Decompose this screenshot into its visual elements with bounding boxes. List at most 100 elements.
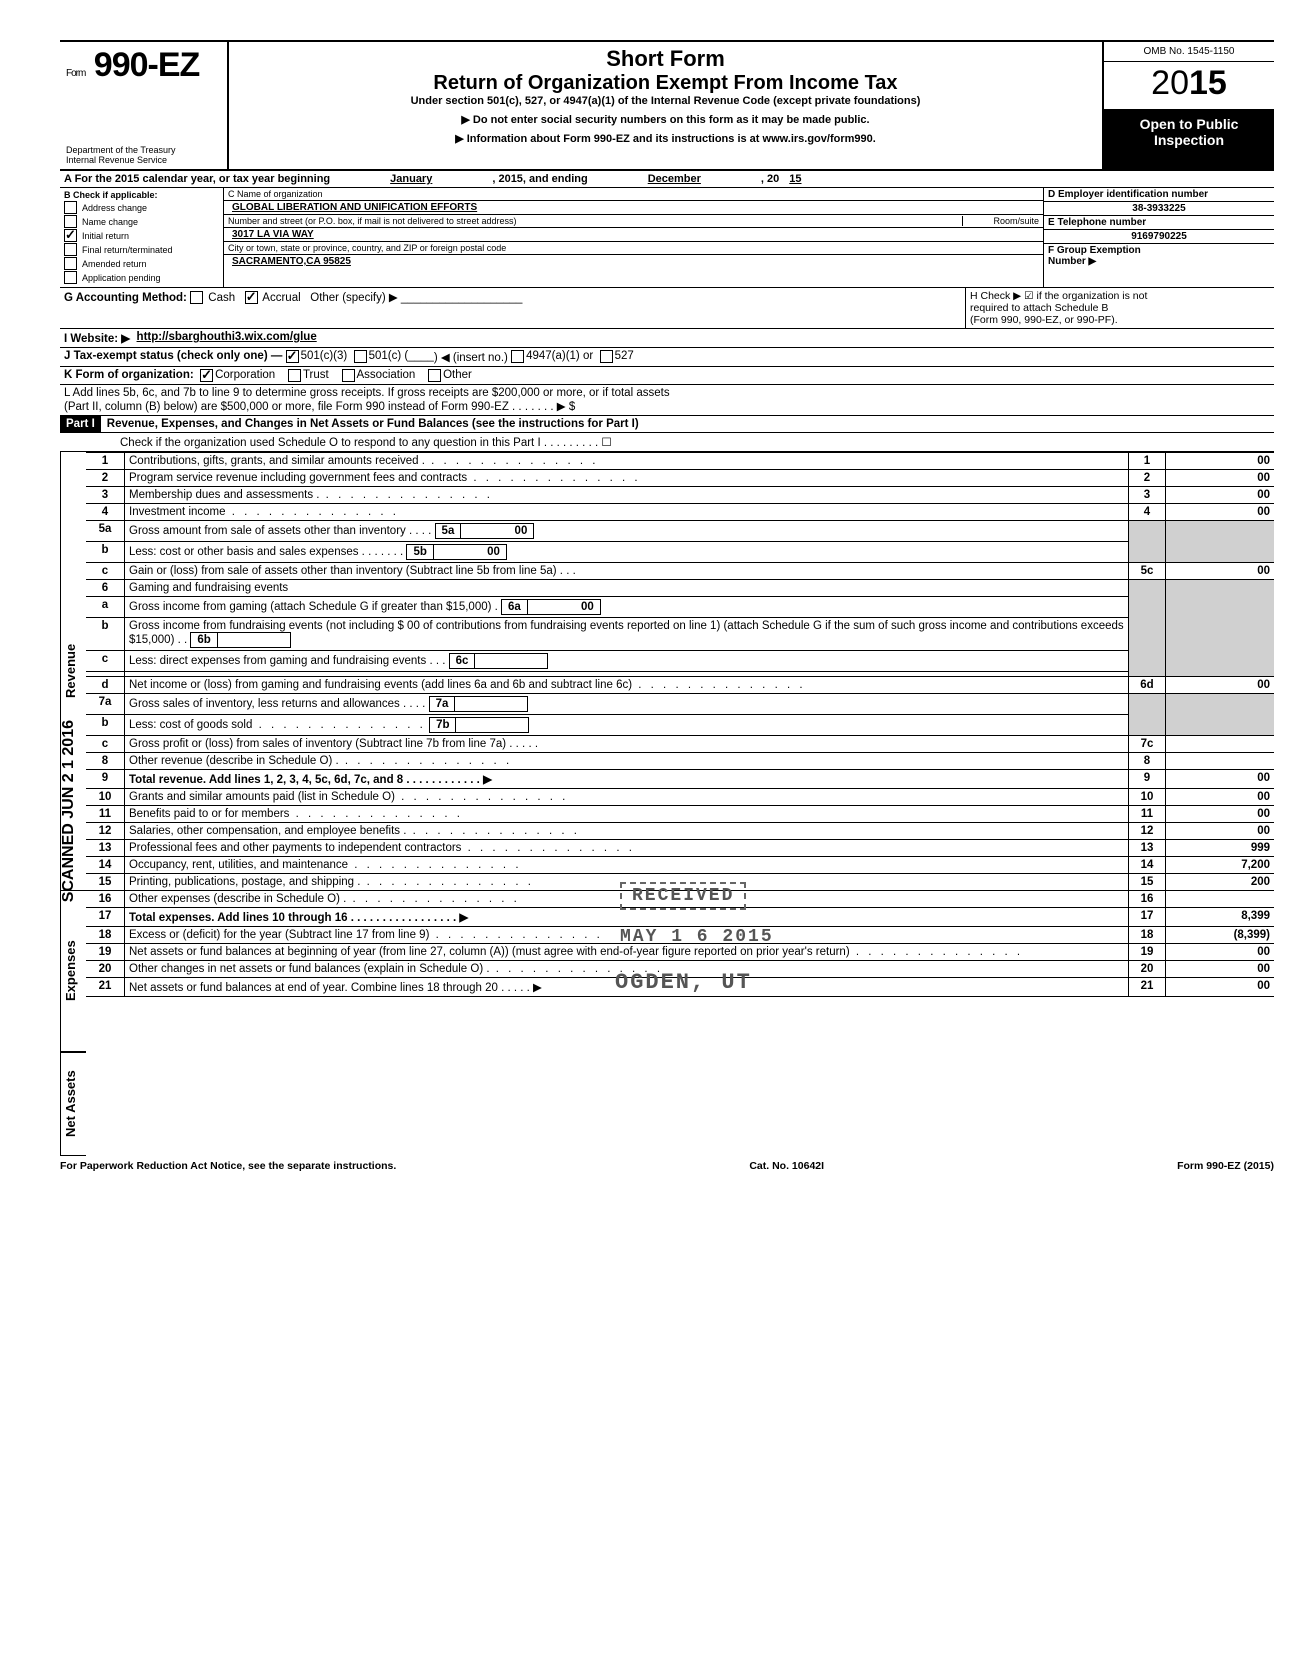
l8-bn: 8 (1129, 753, 1166, 770)
l9-bn: 9 (1129, 770, 1166, 789)
amended-return-check[interactable] (64, 257, 77, 270)
l6a-desc: Gross income from gaming (attach Schedul… (129, 601, 498, 613)
l18-bn: 18 (1129, 927, 1166, 944)
l9-amt: 00 (1166, 770, 1275, 789)
l18-desc: Excess or (deficit) for the year (Subtra… (129, 929, 429, 941)
l18-num: 18 (86, 927, 125, 944)
l7c-num: c (86, 736, 125, 753)
corp-check[interactable] (200, 369, 213, 382)
j-row: J Tax-exempt status (check only one) — 5… (60, 348, 1274, 367)
final-return-check[interactable] (64, 243, 77, 256)
l2-num: 2 (86, 470, 125, 487)
trust-label: Trust (303, 369, 329, 382)
l7a-mb: 7a (430, 697, 456, 711)
addr-change-check[interactable] (64, 201, 77, 214)
l19-num: 19 (86, 944, 125, 961)
g-row: G Accounting Method: Cash Accrual Other … (60, 288, 1274, 329)
l20-bn: 20 (1129, 961, 1166, 978)
l11-amt: 00 (1166, 806, 1275, 823)
527-check[interactable] (600, 350, 613, 363)
assoc-check[interactable] (342, 369, 355, 382)
footer: For Paperwork Reduction Act Notice, see … (60, 1156, 1274, 1172)
l16-amt (1166, 891, 1275, 908)
addr-label: Number and street (or P.O. box, if mail … (228, 216, 516, 226)
amended-return-label: Amended return (82, 259, 147, 269)
form-word: Form (66, 68, 85, 79)
tax-year: 2015 (1104, 62, 1274, 110)
footer-mid: Cat. No. 10642I (749, 1160, 824, 1172)
l3-bn: 3 (1129, 487, 1166, 504)
footer-left: For Paperwork Reduction Act Notice, see … (60, 1160, 396, 1172)
l3-desc: Membership dues and assessments . (129, 489, 319, 501)
b-header: B Check if applicable: (64, 190, 219, 200)
l6-gray (1129, 580, 1166, 677)
l10-bn: 10 (1129, 789, 1166, 806)
l15-num: 15 (86, 874, 125, 891)
l15-amt: 200 (1166, 874, 1275, 891)
l21-bn: 21 (1129, 978, 1166, 997)
bcd-block: B Check if applicable: Address change Na… (60, 188, 1274, 288)
i-label: I Website: ▶ (64, 331, 130, 345)
l9-num: 9 (86, 770, 125, 789)
l5-gray-amt (1166, 521, 1275, 563)
app-pending-check[interactable] (64, 271, 77, 284)
cash-check[interactable] (190, 291, 203, 304)
other-org-check[interactable] (428, 369, 441, 382)
l14-num: 14 (86, 857, 125, 874)
l18-amt: (8,399) (1166, 927, 1275, 944)
501c3-check[interactable] (286, 350, 299, 363)
end-month: December (648, 173, 701, 185)
a-text: A For the 2015 calendar year, or tax yea… (64, 173, 330, 185)
l6a-num: a (86, 597, 125, 618)
l7c-bn: 7c (1129, 736, 1166, 753)
form-number: Form 990-EZ (66, 46, 221, 85)
l10-num: 10 (86, 789, 125, 806)
l6-gray-amt (1166, 580, 1275, 677)
l15-desc: Printing, publications, postage, and shi… (129, 876, 360, 888)
l7c-desc: Gross profit or (loss) from sales of inv… (125, 736, 1129, 753)
l5-gray (1129, 521, 1166, 563)
l4-desc: Investment income (129, 506, 226, 518)
initial-return-check[interactable] (64, 229, 77, 242)
l17-desc: Total expenses. Add lines 10 through 16 … (129, 912, 468, 924)
dept-treasury: Department of the Treasury Internal Reve… (66, 145, 221, 165)
l6a-mb: 6a (502, 600, 528, 614)
accrual-check[interactable] (245, 291, 258, 304)
l6c-desc: Less: direct expenses from gaming and fu… (129, 655, 445, 667)
phone: 9169790225 (1044, 230, 1274, 244)
c-column: C Name of organization GLOBAL LIBERATION… (224, 188, 1044, 287)
year-bold: 15 (1189, 64, 1227, 102)
c-label: C Name of organization (228, 189, 323, 199)
l6b-num: b (86, 618, 125, 651)
year-prefix: 20 (1151, 64, 1189, 102)
l21-num: 21 (86, 978, 125, 997)
4947-check[interactable] (511, 350, 524, 363)
l6-num: 6 (86, 580, 125, 597)
name-change-label: Name change (82, 217, 138, 227)
trust-check[interactable] (288, 369, 301, 382)
l6-desc: Gaming and fundraising events (125, 580, 1129, 597)
501c-label: 501(c) ( (369, 350, 409, 364)
527-label: 527 (615, 350, 634, 364)
l8-num: 8 (86, 753, 125, 770)
501c-check[interactable] (354, 350, 367, 363)
l4-bn: 4 (1129, 504, 1166, 521)
l1-num: 1 (86, 453, 125, 470)
l19-desc: Net assets or fund balances at beginning… (129, 946, 850, 958)
addr-change-label: Address change (82, 203, 147, 213)
part1-title: Revenue, Expenses, and Changes in Net As… (101, 416, 645, 432)
b-column: B Check if applicable: Address change Na… (60, 188, 224, 287)
end-year: 15 (789, 173, 801, 185)
l6d-desc: Net income or (loss) from gaming and fun… (129, 679, 632, 691)
l21-amt: 00 (1166, 978, 1275, 997)
l7b-num: b (86, 715, 125, 736)
form-990ez-num: 990-EZ (94, 46, 200, 84)
l14-amt: 7,200 (1166, 857, 1275, 874)
h-check-text: H Check ▶ ☑ if the organization is not r… (965, 288, 1274, 328)
l20-desc: Other changes in net assets or fund bala… (129, 963, 490, 975)
a-mid: , 2015, and ending (492, 173, 587, 185)
date-stamp: MAY 1 6 2015 (620, 927, 774, 947)
l7-gray-amt (1166, 694, 1275, 736)
other-org-label: Other (443, 369, 472, 382)
footer-right: Form 990-EZ (2015) (1177, 1160, 1274, 1172)
